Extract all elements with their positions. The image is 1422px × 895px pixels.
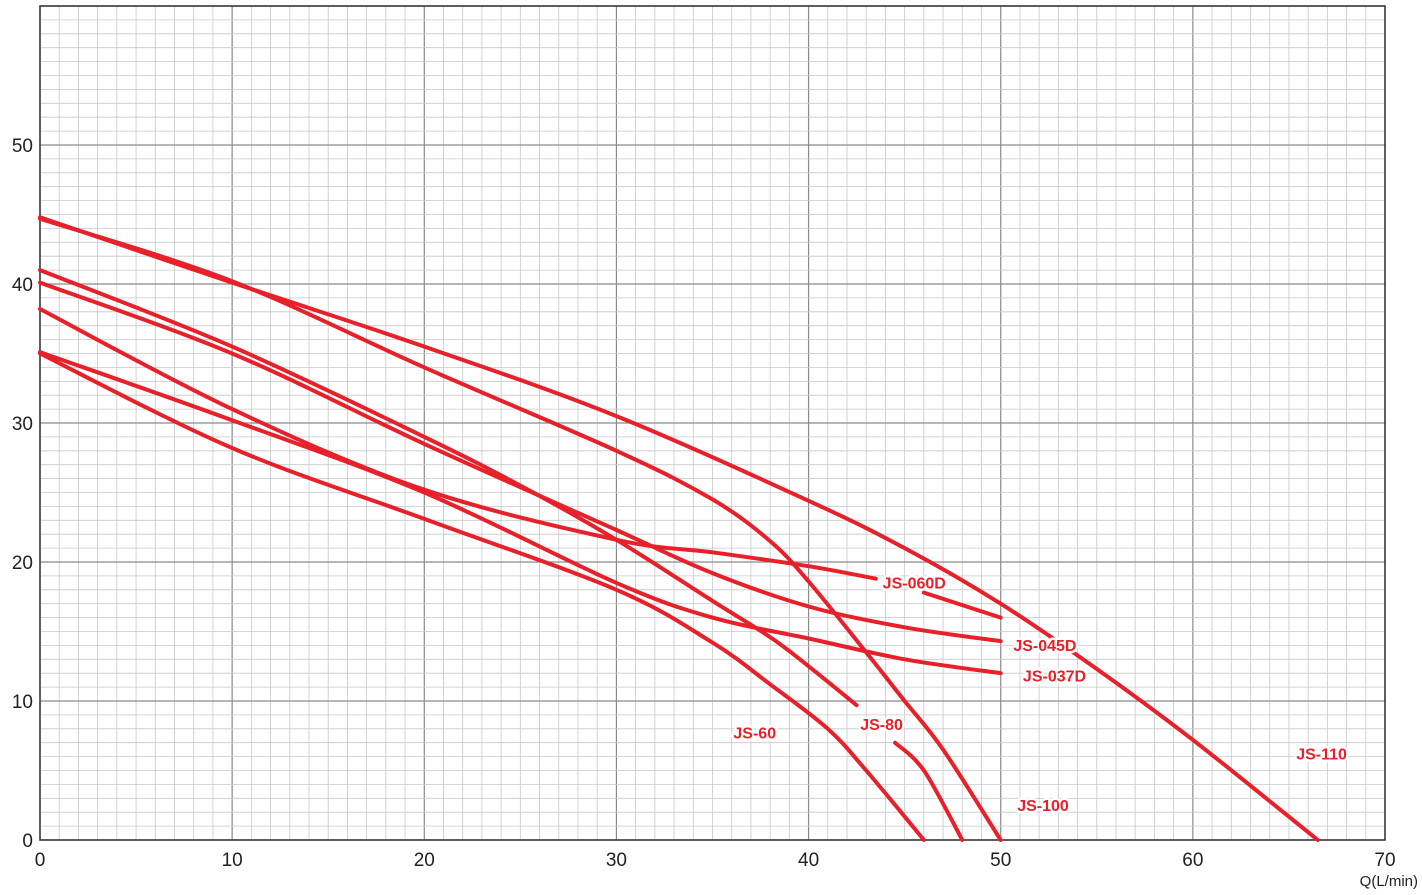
series-label-js-037d: JS-037D (1023, 669, 1086, 686)
x-tick-label: 20 (414, 850, 435, 871)
x-tick-label: 30 (606, 850, 627, 871)
series-label-halo: JS-060D (883, 575, 946, 592)
y-tick-label: 0 (22, 831, 33, 852)
series-line-js-045d (38, 280, 1003, 644)
y-tick-label: 40 (12, 275, 33, 296)
grid (39, 5, 1386, 841)
series-line-js-100 (38, 216, 1003, 842)
tick-labels: 0 10 20 30 40 50 60 70 0 10 20 30 40 50 (12, 136, 1396, 871)
series-line-js-037d (38, 350, 1003, 676)
series-label-halo: JS-100 (1017, 798, 1069, 815)
series-label-js-100: JS-100 (1017, 798, 1069, 815)
x-axis-label: Q(L/min) (1360, 873, 1418, 890)
series-line-js-80 (893, 740, 965, 842)
series-line-js-80 (38, 268, 859, 708)
plot-frame (39, 5, 1386, 841)
axes (39, 5, 1386, 841)
series-label-halo: JS-037D (1023, 669, 1086, 686)
x-tick-label: 50 (990, 850, 1011, 871)
series-line-js-060d (921, 590, 1003, 620)
series-label-halo: JS-80 (860, 717, 903, 734)
series-label-halo: JS-110 (1296, 746, 1347, 763)
x-tick-label: 70 (1374, 850, 1395, 871)
series-label-js-60: JS-60 (733, 726, 776, 743)
y-tick-label: 30 (12, 414, 33, 435)
y-tick-label: 10 (12, 692, 33, 713)
x-tick-label: 10 (222, 850, 243, 871)
y-tick-label: 20 (12, 553, 33, 574)
series-label-js-80: JS-80 (860, 717, 903, 734)
series-line-js-60 (38, 351, 926, 842)
series-label-js-045d: JS-045D (1013, 638, 1076, 655)
series-label-halo: JS-045D (1013, 638, 1076, 655)
series-line-js-110 (38, 215, 1320, 842)
series-label-halo: JS-60 (733, 726, 776, 743)
series-labels: JS-110JS-110JS-100JS-100JS-80JS-80JS-60J… (731, 573, 1350, 817)
x-tick-label: 0 (35, 850, 46, 871)
series-line-js-060d (38, 307, 878, 581)
x-tick-label: 60 (1182, 850, 1203, 871)
y-tick-label: 50 (12, 136, 33, 157)
x-tick-label: 40 (798, 850, 819, 871)
series-label-js-110: JS-110 (1296, 746, 1347, 763)
series-lines (38, 215, 1320, 842)
series-label-js-060d: JS-060D (883, 575, 946, 592)
